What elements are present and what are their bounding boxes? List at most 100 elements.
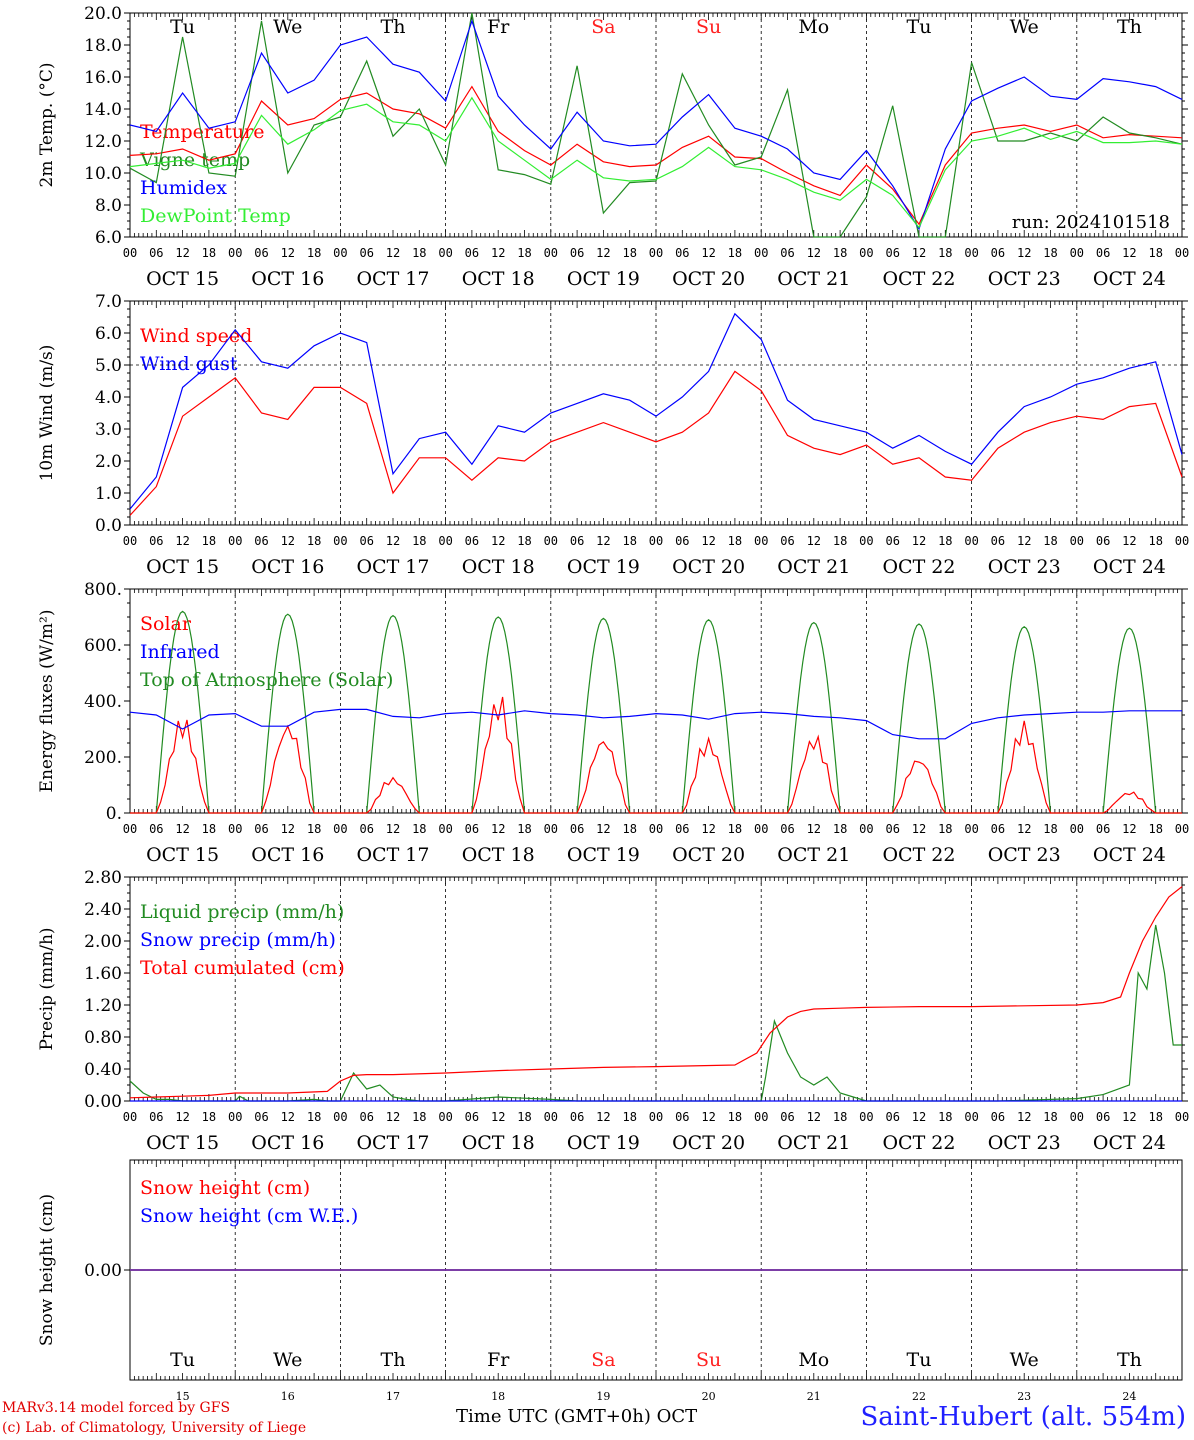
y-tick-label: 0.00: [84, 1092, 122, 1112]
date-label: OCT 17: [356, 1132, 429, 1154]
hour-label: 12: [1017, 822, 1031, 836]
weekday-label: We: [273, 1349, 302, 1371]
weekday-label: We: [1010, 16, 1039, 38]
weekday-label: Su: [696, 16, 721, 38]
date-label: OCT 22: [882, 844, 955, 866]
hour-label: 06: [780, 1110, 794, 1124]
hour-label: 00: [228, 534, 242, 548]
hour-label: 06: [885, 822, 899, 836]
y-tick-label: 200.: [84, 748, 122, 768]
legend-entry: Wind gust: [140, 353, 238, 375]
series-line-wind-gust: [129, 312, 1183, 510]
hour-label: 00: [964, 246, 978, 260]
hour-label: 18: [1148, 246, 1162, 260]
weekday-label: Th: [1117, 16, 1142, 38]
hour-label: 12: [596, 822, 610, 836]
hour-label: 00: [544, 534, 558, 548]
hour-label: 00: [754, 822, 768, 836]
hour-label: 00: [123, 534, 137, 548]
y-axis-label: Energy fluxes (W/m²): [37, 610, 57, 793]
legend-entry: Top of Atmosphere (Solar): [140, 669, 393, 691]
hour-label: 00: [438, 1110, 452, 1124]
y-tick-label: 2.00: [84, 932, 122, 952]
date-label: OCT 23: [988, 844, 1061, 866]
date-label: OCT 21: [777, 1132, 850, 1154]
hour-label: 12: [912, 246, 926, 260]
hour-label: 06: [1096, 246, 1110, 260]
weekday-label: Tu: [170, 1349, 195, 1371]
hour-label: 00: [333, 822, 347, 836]
hour-label: 18: [1043, 246, 1057, 260]
y-tick-label: 0.40: [84, 1060, 122, 1080]
hour-label: 12: [701, 822, 715, 836]
series-line-infrared: [129, 708, 1182, 740]
hour-label: 12: [701, 246, 715, 260]
hour-label: 06: [991, 1110, 1005, 1124]
hour-label: 00: [228, 1110, 242, 1124]
day-number-label: 17: [386, 1390, 400, 1403]
hour-label: 00: [859, 822, 873, 836]
date-label: OCT 24: [1093, 556, 1166, 578]
y-tick-label: 0.0: [95, 516, 122, 536]
hour-label: 12: [701, 1110, 715, 1124]
hour-label: 00: [1070, 1110, 1084, 1124]
hour-label: 00: [123, 246, 137, 260]
hour-label: 18: [1148, 822, 1162, 836]
y-tick-label: 1.20: [84, 996, 122, 1016]
hour-label: 12: [596, 1110, 610, 1124]
hour-label: 06: [465, 1110, 479, 1124]
hour-label: 00: [964, 1110, 978, 1124]
hour-label: 18: [307, 1110, 321, 1124]
hour-label: 12: [386, 246, 400, 260]
date-label: OCT 21: [777, 844, 850, 866]
day-number-label: 23: [1017, 1390, 1031, 1403]
y-tick-label: 12.0: [84, 132, 122, 152]
hour-label: 00: [123, 1110, 137, 1124]
hour-label: 06: [780, 246, 794, 260]
y-tick-label: 6.0: [95, 324, 122, 344]
hour-label: 00: [544, 246, 558, 260]
hour-label: 18: [622, 246, 636, 260]
legend-entry: Total cumulated (cm): [140, 957, 345, 979]
hour-label: 06: [780, 822, 794, 836]
hour-label: 00: [1070, 246, 1084, 260]
model-credit: MARv3.14 model forced by GFS: [2, 1400, 231, 1416]
hour-label: 00: [1070, 534, 1084, 548]
date-label: OCT 22: [882, 1132, 955, 1154]
hour-label: 12: [281, 822, 295, 836]
hour-label: 00: [754, 246, 768, 260]
hour-label: 00: [859, 246, 873, 260]
weekday-label: Tu: [907, 1349, 932, 1371]
series-line-total-cumulated-cm-: [129, 886, 1183, 1099]
hour-label: 00: [438, 534, 452, 548]
hour-label: 18: [938, 822, 952, 836]
date-label: OCT 22: [882, 268, 955, 290]
legend-entry: DewPoint Temp: [140, 205, 291, 227]
hour-label: 18: [833, 246, 847, 260]
weekday-label: Fr: [487, 16, 510, 38]
y-tick-label: 10.0: [84, 164, 122, 184]
weekday-label: We: [273, 16, 302, 38]
day-number-label: 22: [912, 1390, 926, 1403]
legend-entry: Snow height (cm): [140, 1177, 310, 1199]
y-tick-label: 4.0: [95, 388, 122, 408]
hour-label: 12: [491, 1110, 505, 1124]
date-label: OCT 18: [462, 268, 535, 290]
hour-label: 12: [175, 822, 189, 836]
hour-label: 06: [254, 1110, 268, 1124]
hour-label: 06: [149, 822, 163, 836]
hour-label: 00: [438, 246, 452, 260]
hour-label: 18: [1043, 822, 1057, 836]
hour-label: 00: [859, 1110, 873, 1124]
hour-label: 06: [991, 246, 1005, 260]
hour-label: 06: [570, 1110, 584, 1124]
date-label: OCT 24: [1093, 1132, 1166, 1154]
hour-label: 00: [1175, 1110, 1189, 1124]
hour-label: 06: [570, 822, 584, 836]
hour-label: 12: [1122, 534, 1136, 548]
y-tick-label: 2.0: [95, 452, 122, 472]
hour-label: 12: [807, 534, 821, 548]
y-tick-label: 8.0: [95, 196, 122, 216]
hour-label: 18: [307, 534, 321, 548]
